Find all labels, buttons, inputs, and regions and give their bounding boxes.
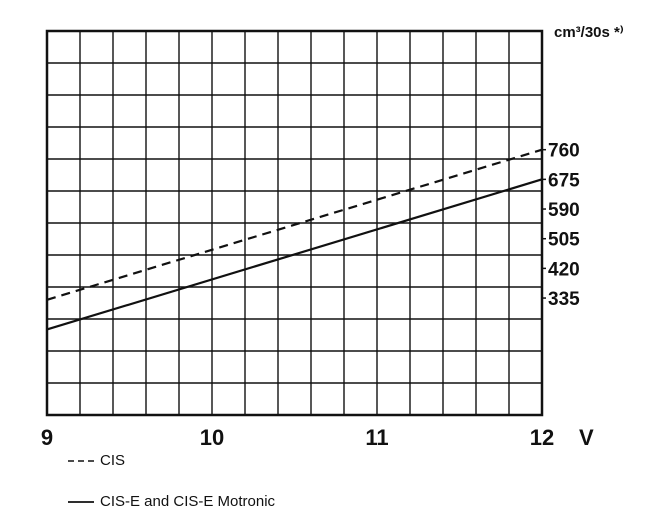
legend-label-cis: CIS [100, 452, 126, 469]
legend-item-cis: CIS [68, 452, 125, 469]
plot-frame [45, 29, 544, 417]
chart-series [46, 148, 543, 331]
y-tick-label: 675 [548, 170, 580, 191]
series-line-cis [46, 148, 543, 301]
chart-grid [47, 31, 542, 415]
x-axis-ticks: 9 10 11 12 [41, 425, 554, 450]
x-tick-label: 10 [200, 425, 224, 450]
y-tick-label: 420 [548, 259, 580, 280]
x-tick-label: 9 [41, 425, 53, 450]
y-axis-unit: cm³/30s *⁾ [554, 24, 624, 41]
y-tick-label: 505 [548, 230, 580, 251]
y-tick-label: 590 [548, 200, 580, 221]
y-axis-ticks: 760 675 590 505 420 335 [542, 141, 580, 310]
y-tick-label: 760 [548, 141, 580, 162]
x-axis-unit: V [579, 425, 594, 450]
y-tick-label: 335 [548, 289, 580, 310]
x-tick-label: 12 [530, 425, 554, 450]
series-line-cis-e [46, 178, 543, 331]
legend-label-cis-e: CIS-E and CIS-E Motronic [100, 493, 276, 510]
legend-solid-swatch [68, 500, 94, 504]
legend-dashed-swatch [68, 459, 94, 463]
x-tick-label: 11 [365, 425, 388, 450]
legend-item-cis-e: CIS-E and CIS-E Motronic [68, 493, 275, 510]
